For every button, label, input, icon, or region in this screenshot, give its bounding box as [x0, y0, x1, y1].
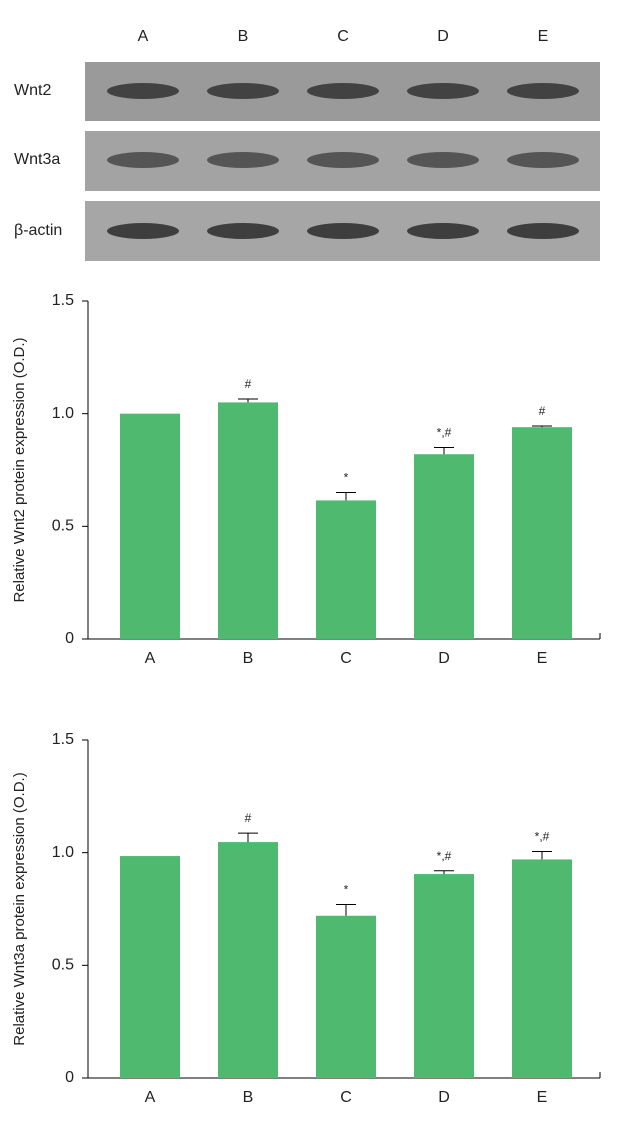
- error-bar: [532, 851, 552, 860]
- x-tick-label: E: [537, 650, 548, 667]
- y-tick-label: 1.0: [52, 405, 74, 422]
- error-bar: [238, 398, 258, 403]
- annotation: *: [344, 883, 349, 897]
- y-axis-label: Relative Wnt3a protein expression (O.D.): [11, 772, 28, 1045]
- bar: [512, 427, 572, 639]
- bar: [316, 500, 376, 639]
- lane-label: D: [437, 28, 449, 45]
- annotation: #: [245, 811, 252, 825]
- row-label: Wnt2: [14, 82, 51, 99]
- annotation: *,#: [437, 426, 452, 440]
- lane-label: E: [538, 28, 549, 45]
- annotation: *: [344, 471, 349, 485]
- y-axis-label: Relative Wnt2 protein expression (O.D.): [11, 337, 28, 602]
- x-tick-label: E: [537, 1089, 548, 1106]
- blot-band: [307, 152, 379, 168]
- bar: [218, 402, 278, 639]
- y-tick-label: 1.0: [52, 844, 74, 861]
- y-tick-label: 0: [65, 1069, 74, 1086]
- blot-band: [407, 152, 479, 168]
- blot-band: [507, 152, 579, 168]
- blot-band: [107, 152, 179, 168]
- y-tick-label: 0: [65, 630, 74, 647]
- y-tick-label: 1.5: [52, 292, 74, 309]
- bar: [218, 842, 278, 1078]
- blot-band: [207, 152, 279, 168]
- x-tick-label: D: [438, 650, 450, 667]
- row-label: β-actin: [14, 222, 62, 239]
- x-tick-label: D: [438, 1089, 450, 1106]
- bar: [512, 859, 572, 1078]
- bar: [120, 856, 180, 1078]
- bar: [414, 874, 474, 1078]
- error-bar: [238, 832, 258, 843]
- blot-band: [307, 83, 379, 99]
- error-bar: [336, 903, 356, 916]
- x-tick-label: C: [340, 650, 352, 667]
- blot-band: [507, 83, 579, 99]
- blot-band: [107, 223, 179, 239]
- error-bar: [532, 425, 552, 428]
- annotation: *,#: [535, 830, 550, 844]
- row-label: Wnt3a: [14, 151, 60, 168]
- blot-band: [207, 83, 279, 99]
- annotation: #: [539, 404, 546, 418]
- blot-band: [307, 223, 379, 239]
- error-bar: [434, 446, 454, 455]
- annotation: *,#: [437, 849, 452, 863]
- lane-label: A: [138, 28, 149, 45]
- x-tick-label: C: [340, 1089, 352, 1106]
- blot-band: [207, 223, 279, 239]
- error-bar: [434, 870, 454, 875]
- bar: [316, 915, 376, 1078]
- blot-band: [407, 223, 479, 239]
- bar: [414, 454, 474, 639]
- x-tick-label: A: [145, 1089, 156, 1106]
- lane-label: B: [238, 28, 249, 45]
- y-tick-label: 0.5: [52, 518, 74, 535]
- x-tick-label: A: [145, 650, 156, 667]
- bar: [120, 413, 180, 639]
- x-tick-label: B: [243, 650, 254, 667]
- error-bar: [336, 492, 356, 501]
- lane-label: C: [337, 28, 349, 45]
- blot-band: [507, 223, 579, 239]
- blot-band: [407, 83, 479, 99]
- y-tick-label: 0.5: [52, 957, 74, 974]
- blot-band: [107, 83, 179, 99]
- x-tick-label: B: [243, 1089, 254, 1106]
- annotation: #: [245, 377, 252, 391]
- y-tick-label: 1.5: [52, 731, 74, 748]
